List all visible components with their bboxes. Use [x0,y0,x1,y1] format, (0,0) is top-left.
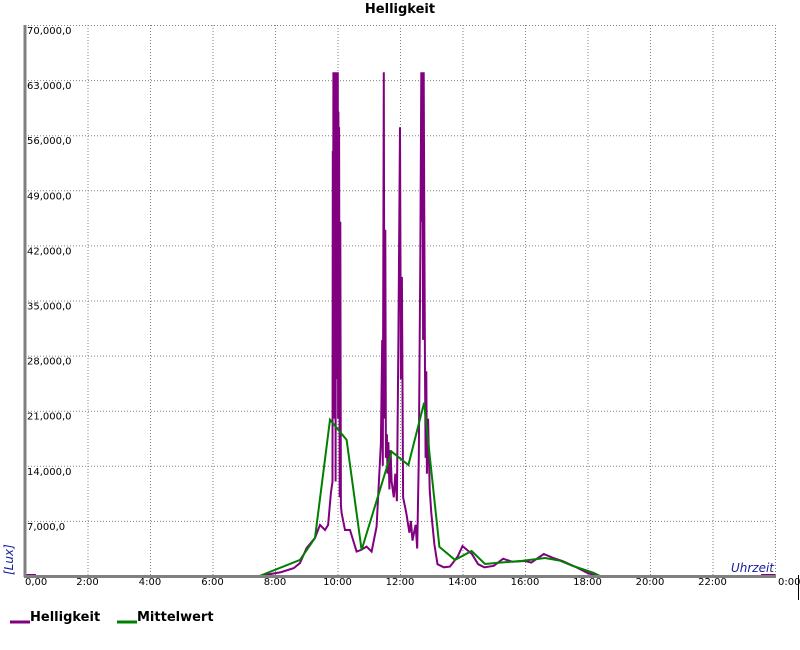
y-tick-label: 56,000,0 [27,136,72,147]
y-tick-label: 63,000,0 [27,81,72,92]
legend-label-helligkeit: Helligkeit [30,610,100,625]
x-tick-label: 12:00 [386,577,415,588]
y-tick-label: 35,000,0 [27,302,72,313]
legend-label-mittelwert: Mittelwert [137,610,214,625]
series-line-mittelwert [25,402,775,577]
y-tick-label: 14,000,0 [27,467,72,478]
x-tick-label: 0:00 [778,577,800,588]
x-tick-label: 14:00 [448,577,477,588]
y-axis-label: [Lux] [2,544,16,575]
x-tick-label: 22:00 [698,577,727,588]
y-tick-label: 42,000,0 [27,246,72,257]
x-axis-label: Uhrzeit [731,561,775,575]
x-tick-label: 8:00 [264,577,286,588]
x-tick-label: 2:00 [76,577,98,588]
series-line-helligkeit [25,72,775,577]
x-tick-label: 4:00 [139,577,161,588]
x-axis-ticks: 0,00 2:00 4:00 6:00 8:00 10:00 12:00 14:00 16:00… [25,577,800,588]
y-tick-label: 7,000,0 [27,522,65,533]
x-tick-label: 0,00 [25,577,47,588]
x-tick-label: 10:00 [323,577,352,588]
y-tick-label: 21,000,0 [27,412,72,423]
chart-title: Helligkeit [365,2,435,17]
x-tick-label: 16:00 [511,577,540,588]
y-axis-ticks: 7,000,0 14,000,0 21,000,0 28,000,0 35,000,0 4… [27,26,72,533]
x-tick-label: 20:00 [636,577,665,588]
y-tick-label: 70,000,0 [27,26,72,37]
series-lines [25,72,775,577]
x-tick-label: 6:00 [201,577,223,588]
y-tick-label: 49,000,0 [27,191,72,202]
y-tick-label: 28,000,0 [27,357,72,368]
legend: Helligkeit Mittelwert [10,610,214,625]
x-tick-label: 18:00 [573,577,602,588]
